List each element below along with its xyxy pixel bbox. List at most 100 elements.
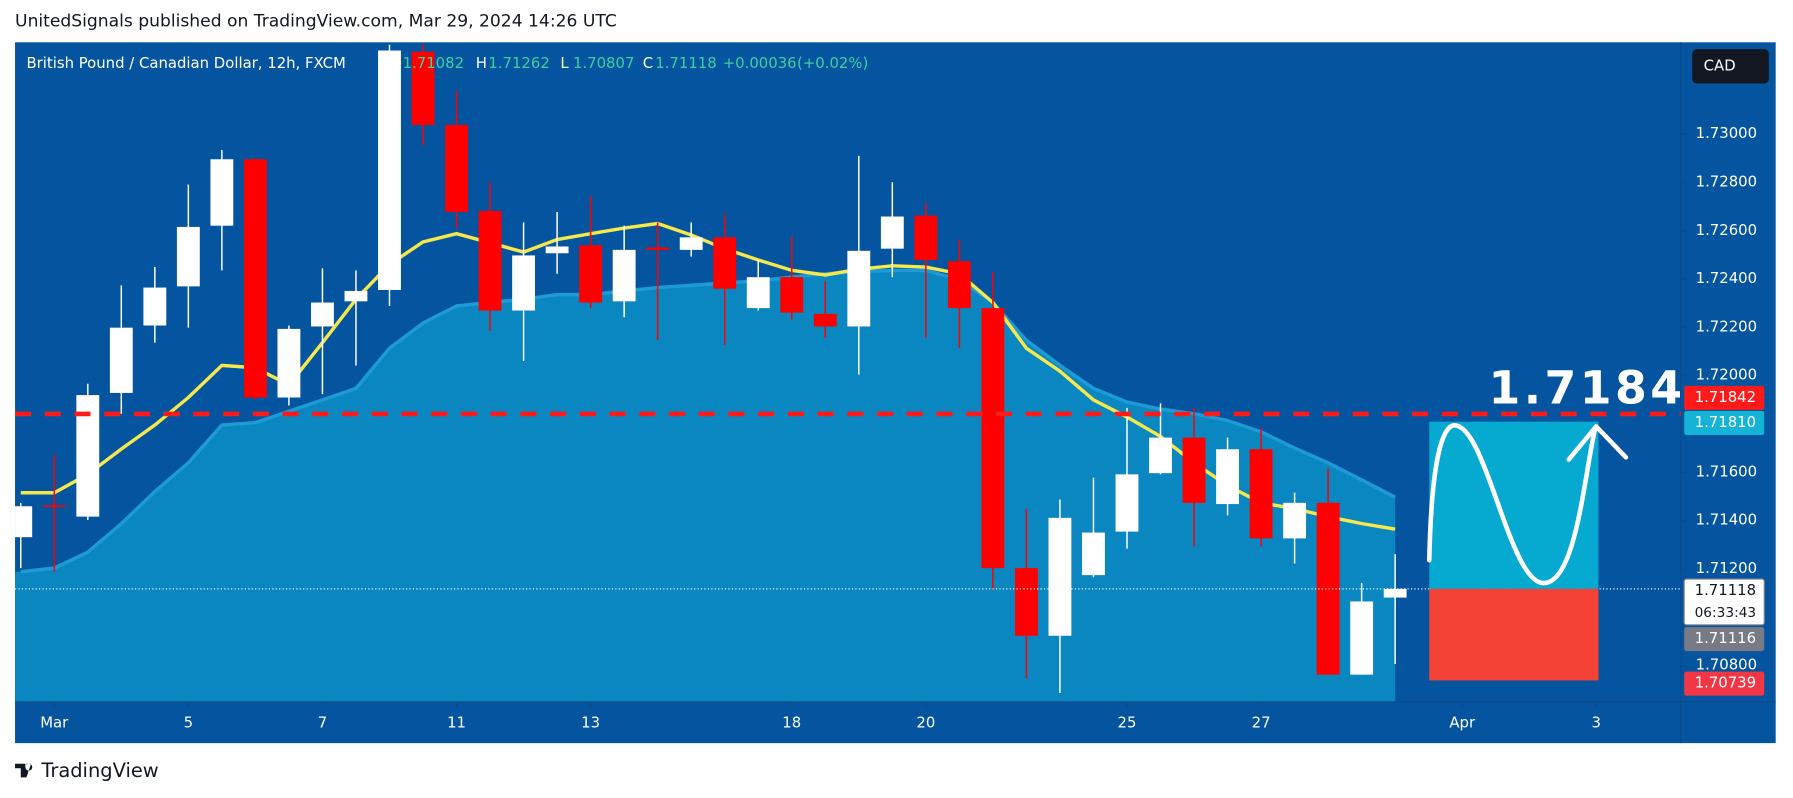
candle-body (445, 124, 468, 212)
countdown: 06:33:43 (1695, 605, 1757, 621)
y-tick-label: 1.71400 (1696, 511, 1757, 529)
x-tick-label: 13 (581, 714, 600, 732)
candle-body (1249, 449, 1273, 539)
candle-body (1082, 532, 1105, 576)
change-percent: (+0.02%) (797, 54, 868, 72)
candle-body (612, 249, 636, 302)
x-tick-label: 3 (1592, 714, 1601, 732)
price-label: 1.71118 (1695, 581, 1756, 599)
candle-body (512, 255, 536, 311)
target-zone (1429, 421, 1599, 589)
candle-body (210, 159, 234, 226)
price-label: 1.70739 (1695, 674, 1756, 692)
y-tick-label: 1.72600 (1696, 221, 1757, 239)
ohlc-letter: O (390, 54, 402, 72)
price-label-box (1684, 411, 1765, 436)
candle-body (1182, 437, 1206, 503)
symbol-title: British Pound / Canadian Dollar, 12h, FX… (26, 54, 345, 72)
candle-body (411, 51, 435, 125)
x-tick-label: 18 (782, 714, 801, 732)
candle-body (981, 308, 1005, 569)
price-label: 1.71842 (1695, 388, 1756, 406)
candle-body (545, 246, 569, 254)
candle-body (1149, 437, 1172, 474)
y-tick-label: 1.73000 (1696, 124, 1757, 142)
ohlc-letter: H (476, 54, 487, 72)
y-tick-label: 1.72800 (1696, 172, 1757, 190)
candle-body (1283, 502, 1307, 539)
candle-body (143, 287, 167, 326)
currency-button[interactable] (1692, 49, 1769, 84)
y-tick-label: 1.72400 (1696, 269, 1757, 287)
ohlc-value: 1.71118 (655, 54, 716, 72)
brand-name: TradingView (40, 759, 158, 782)
candle-body (277, 328, 301, 398)
candle-body (311, 302, 334, 327)
candle-body (176, 226, 200, 287)
candle-body (1115, 474, 1139, 532)
candle-body (1216, 449, 1239, 505)
candle-body (42, 505, 66, 507)
y-tick-label: 1.70800 (1696, 656, 1757, 674)
x-tick-label: 11 (447, 714, 466, 732)
candle-body (378, 50, 401, 290)
y-tick-label: 1.71600 (1696, 462, 1757, 480)
ma-area-line (20, 268, 1396, 574)
price-label-box (1683, 578, 1765, 626)
candle-body (15, 506, 33, 538)
candle-body (880, 216, 904, 249)
price-label-box (1684, 385, 1765, 410)
overlay-layer: 1.7184 (15, 361, 1686, 681)
x-tick-label: Mar (40, 714, 69, 732)
candle-body (76, 395, 100, 517)
y-tick-label: 1.72000 (1696, 366, 1757, 384)
candle-body (1350, 601, 1374, 675)
x-tick-label: Apr (1449, 714, 1476, 732)
candle-body (478, 210, 502, 311)
candle-body (646, 247, 670, 250)
candle-body (813, 313, 837, 327)
logo-icon (15, 763, 33, 778)
forecast-curve (1426, 423, 1598, 586)
candle-body (1383, 588, 1407, 598)
price-label-box (1684, 627, 1765, 652)
price-label: 1.71116 (1695, 629, 1756, 647)
candle-body (947, 261, 971, 309)
ohlc-value: 1.71262 (488, 54, 549, 72)
candle-body (1048, 517, 1072, 636)
ohlc-value: 1.70807 (573, 54, 634, 72)
candle-body (914, 215, 938, 261)
candle-body (847, 250, 871, 327)
currency-label: CAD (1704, 56, 1736, 74)
ohlc-letter: C (643, 54, 653, 72)
candle-body (579, 245, 603, 303)
ohlc-value: 1.71082 (403, 54, 464, 72)
x-tick-label: 25 (1118, 714, 1137, 732)
publish-header: UnitedSignals published on TradingView.c… (15, 12, 617, 32)
ohlc-letter: L (560, 54, 569, 72)
forecast-arrow (1566, 424, 1629, 462)
x-tick-label: 20 (916, 714, 935, 732)
stop-zone (1429, 588, 1599, 681)
candle-body (243, 159, 267, 398)
x-tick-label: 5 (184, 714, 193, 732)
change-value: +0.00036 (723, 54, 797, 72)
candle-body (1014, 568, 1038, 636)
candle-body (109, 327, 133, 393)
candle-body (746, 277, 770, 309)
brand-logo (15, 763, 33, 778)
candle-body (679, 237, 703, 250)
y-tick-label: 1.71200 (1696, 559, 1757, 577)
y-tick-label: 1.72200 (1696, 317, 1757, 335)
candle-body (344, 290, 368, 302)
candle-body (780, 277, 804, 313)
candle-body (1316, 502, 1340, 675)
target-annotation: 1.7184 (1489, 361, 1686, 414)
x-tick-label: 7 (318, 714, 327, 732)
candle-body (713, 237, 737, 289)
price-label-box (1684, 671, 1765, 696)
price-label: 1.71810 (1695, 413, 1756, 431)
x-tick-label: 27 (1252, 714, 1271, 732)
